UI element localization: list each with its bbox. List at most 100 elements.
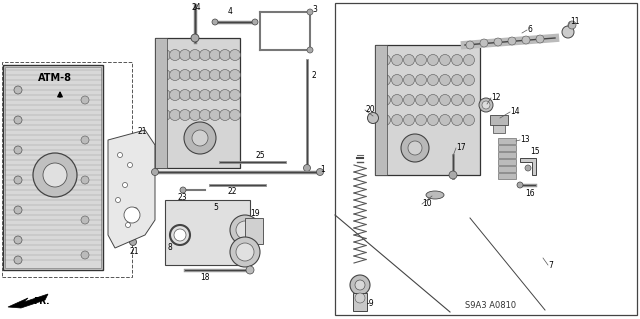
Circle shape — [440, 94, 451, 106]
Circle shape — [317, 168, 323, 175]
Text: 22: 22 — [228, 187, 237, 196]
Bar — [335, 3, 637, 315]
Circle shape — [122, 182, 127, 188]
Circle shape — [209, 49, 221, 61]
Bar — [493, 125, 505, 133]
Circle shape — [33, 153, 77, 197]
Circle shape — [392, 94, 403, 106]
Circle shape — [184, 122, 216, 154]
Circle shape — [43, 163, 67, 187]
Circle shape — [170, 70, 180, 80]
Circle shape — [463, 75, 474, 85]
Circle shape — [380, 115, 390, 125]
Circle shape — [159, 90, 170, 100]
Circle shape — [125, 222, 131, 227]
Circle shape — [451, 94, 463, 106]
Bar — [155, 38, 167, 168]
Circle shape — [403, 94, 415, 106]
Text: FR.: FR. — [33, 296, 49, 306]
Circle shape — [179, 70, 191, 80]
Circle shape — [220, 49, 230, 61]
Bar — [498, 159, 516, 165]
Circle shape — [180, 187, 186, 193]
Circle shape — [189, 109, 200, 121]
Circle shape — [482, 101, 490, 109]
Circle shape — [14, 236, 22, 244]
Circle shape — [170, 49, 180, 61]
Text: 16: 16 — [525, 189, 534, 197]
Circle shape — [209, 90, 221, 100]
Text: -9: -9 — [367, 299, 374, 308]
Circle shape — [480, 39, 488, 47]
Circle shape — [380, 94, 390, 106]
Bar — [490, 115, 508, 125]
Circle shape — [380, 75, 390, 85]
Circle shape — [129, 135, 136, 142]
Circle shape — [220, 109, 230, 121]
Circle shape — [428, 94, 438, 106]
Circle shape — [494, 38, 502, 46]
Circle shape — [129, 239, 136, 246]
Text: 5: 5 — [213, 203, 218, 211]
Circle shape — [14, 176, 22, 184]
Wedge shape — [170, 225, 179, 245]
Text: 18: 18 — [200, 273, 209, 283]
Circle shape — [179, 90, 191, 100]
Circle shape — [159, 109, 170, 121]
Circle shape — [415, 115, 426, 125]
Circle shape — [81, 176, 89, 184]
Bar — [165, 200, 250, 265]
Circle shape — [212, 19, 218, 25]
Text: 4: 4 — [228, 8, 233, 17]
Polygon shape — [108, 130, 155, 248]
Text: 1: 1 — [320, 166, 324, 174]
Circle shape — [415, 55, 426, 65]
Circle shape — [127, 162, 132, 167]
Circle shape — [170, 109, 180, 121]
Bar — [353, 293, 367, 311]
Text: 20: 20 — [365, 106, 374, 115]
Bar — [498, 173, 516, 179]
Circle shape — [132, 207, 138, 212]
Text: 3: 3 — [312, 5, 317, 14]
Circle shape — [170, 90, 180, 100]
Bar — [2, 62, 132, 277]
Circle shape — [152, 168, 159, 175]
Circle shape — [115, 197, 120, 203]
Text: 15: 15 — [530, 147, 540, 157]
Circle shape — [466, 41, 474, 49]
Bar — [155, 38, 240, 168]
Circle shape — [200, 70, 211, 80]
Circle shape — [508, 37, 516, 45]
Circle shape — [191, 34, 199, 42]
Circle shape — [392, 115, 403, 125]
Circle shape — [428, 75, 438, 85]
Circle shape — [463, 55, 474, 65]
Circle shape — [479, 98, 493, 112]
Circle shape — [189, 70, 200, 80]
Circle shape — [440, 55, 451, 65]
Circle shape — [403, 75, 415, 85]
Text: 6: 6 — [527, 26, 532, 34]
Circle shape — [440, 75, 451, 85]
Text: 21: 21 — [130, 248, 140, 256]
Circle shape — [81, 96, 89, 104]
Text: S9A3 A0810: S9A3 A0810 — [465, 300, 516, 309]
Bar — [375, 45, 480, 175]
Circle shape — [81, 216, 89, 224]
Circle shape — [14, 256, 22, 264]
Circle shape — [81, 136, 89, 144]
Circle shape — [192, 130, 208, 146]
Circle shape — [209, 70, 221, 80]
Circle shape — [451, 55, 463, 65]
Circle shape — [428, 115, 438, 125]
Text: 8: 8 — [168, 243, 173, 253]
Text: 2: 2 — [311, 70, 316, 79]
Text: 17: 17 — [456, 144, 466, 152]
Text: 10: 10 — [422, 199, 431, 209]
Circle shape — [200, 90, 211, 100]
Circle shape — [14, 146, 22, 154]
Circle shape — [200, 49, 211, 61]
Text: ATM-8: ATM-8 — [38, 73, 72, 83]
Circle shape — [451, 115, 463, 125]
